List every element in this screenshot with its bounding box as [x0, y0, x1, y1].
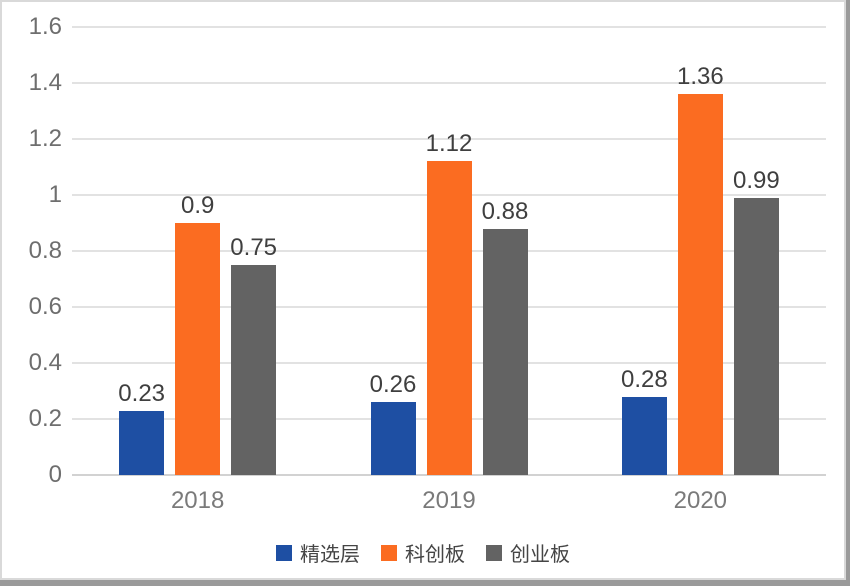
bar-value-label: 0.99: [732, 166, 780, 194]
bar-2019-series0: [370, 402, 416, 475]
legend-swatch-icon: [381, 544, 397, 561]
bar-2020-series2: [733, 197, 779, 475]
bar-value-label: 0.9: [180, 192, 215, 219]
legend-item-chuangyeban: 创业板: [486, 538, 570, 567]
bar-value-label: 0.26: [369, 371, 417, 399]
legend-swatch-icon: [276, 544, 292, 561]
y-axis-tick-label: 1.4: [28, 69, 62, 96]
x-axis-tick-label: 2018: [170, 487, 225, 514]
legend-label: 精选层: [300, 544, 360, 566]
bar-2018-series0: [119, 410, 165, 475]
gridline: [72, 82, 826, 84]
bar-value-label: 0.75: [230, 234, 278, 261]
bar-2018-series1: [175, 223, 221, 475]
bar-2020-series0: [621, 396, 667, 475]
legend-item-jingxuanceng: 精选层: [276, 538, 360, 567]
y-axis-tick-label: 0.4: [28, 349, 62, 376]
x-axis-tick-label: 2019: [422, 487, 476, 514]
y-axis-tick-label: 0.2: [28, 405, 62, 432]
bar-2019-series1: [426, 161, 472, 475]
bar-value-label: 0.28: [620, 365, 668, 393]
y-axis-tick-label: 0.8: [28, 237, 62, 264]
bar-2019-series2: [482, 228, 528, 475]
bar-value-label: 0.23: [118, 379, 166, 407]
y-axis-tick-label: 0.6: [28, 293, 62, 320]
y-axis-tick-label: 0: [48, 461, 62, 488]
legend: 精选层 科创板 创业板: [2, 538, 844, 567]
bar-value-label: 1.36: [676, 63, 724, 91]
x-axis-tick-label: 2020: [673, 487, 728, 514]
legend-label: 科创板: [405, 544, 465, 566]
legend-label: 创业板: [510, 544, 570, 566]
y-axis-tick-label: 1: [48, 181, 62, 208]
legend-swatch-icon: [486, 544, 502, 561]
bar-2018-series2: [231, 265, 277, 475]
y-axis-tick-label: 1.6: [28, 13, 62, 40]
y-axis-tick-label: 1.2: [28, 125, 62, 152]
bar-2020-series1: [677, 94, 723, 475]
gridline: [72, 138, 826, 140]
plot-area: 0 0.2 0.4 0.6 0.8 1 1.2 1.4 1.6 2018 0.23 0.9 0.75 20…: [2, 2, 844, 578]
x-axis-line: [72, 474, 826, 476]
bar-value-label: 0.88: [481, 197, 529, 225]
bar-value-label: 1.12: [425, 130, 473, 158]
legend-item-kechuangban: 科创板: [381, 538, 465, 567]
gridline: [72, 26, 826, 28]
